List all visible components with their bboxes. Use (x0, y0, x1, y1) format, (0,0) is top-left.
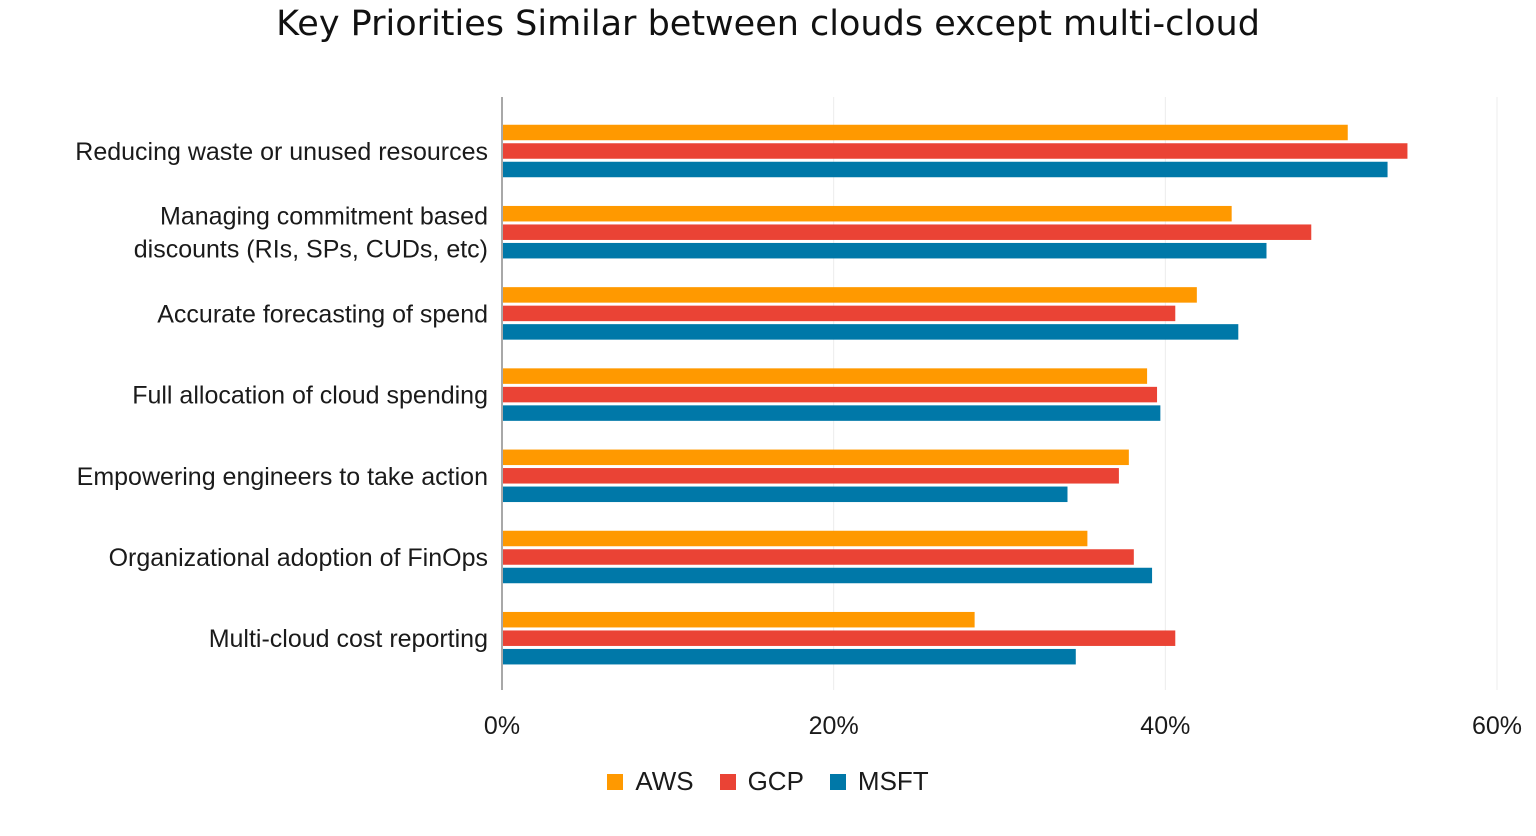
bar-msft (503, 324, 1239, 340)
bar-msft (503, 161, 1388, 178)
legend-label: AWS (635, 766, 694, 796)
legend-item-msft: MSFT (829, 766, 929, 797)
x-tick-label: 60% (1472, 712, 1522, 740)
bar-aws (503, 611, 975, 628)
bar-gcp (503, 630, 1176, 646)
bars (503, 124, 1408, 665)
legend-label: GCP (747, 766, 804, 796)
legend-swatch (829, 773, 846, 790)
bar-aws (503, 368, 1148, 384)
bar-msft (503, 405, 1161, 421)
x-tick-label: 40% (1140, 712, 1190, 740)
category-label: Reducing waste or unused resources (75, 138, 488, 166)
category-labels: Reducing waste or unused resources Managi… (75, 138, 488, 653)
bar-aws (503, 205, 1232, 222)
chart-title: Key Priorities Similar between clouds ex… (276, 4, 1260, 44)
category-label: Multi-cloud cost reporting (209, 625, 488, 653)
bar-msft (503, 648, 1076, 665)
bar-aws (503, 287, 1197, 303)
bar-gcp (503, 386, 1158, 403)
category-label: Organizational adoption of FinOps (109, 544, 488, 572)
x-tick-labels: 0% 20% 40% 60% (484, 712, 1522, 740)
bar-aws (503, 530, 1088, 547)
category-label: Accurate forecasting of spend (157, 300, 488, 328)
category-label: Managing commitment based discounts (RIs,… (134, 203, 488, 264)
bar-gcp (503, 224, 1312, 240)
legend-swatch (719, 773, 736, 790)
legend-swatch (607, 773, 624, 790)
bar-gcp (503, 143, 1408, 159)
category-label: Full allocation of cloud spending (132, 382, 488, 410)
bar-aws (503, 449, 1129, 466)
bar-gcp (503, 305, 1176, 322)
legend: AWS GCP MSFT (0, 766, 1536, 797)
category-label: Empowering engineers to take action (77, 463, 488, 491)
legend-item-aws: AWS (607, 766, 694, 797)
x-tick-label: 20% (809, 712, 859, 740)
legend-label: MSFT (857, 766, 929, 796)
bar-gcp (503, 549, 1134, 565)
bar-msft (503, 242, 1267, 259)
bar-msft (503, 567, 1153, 584)
x-tick-label: 0% (484, 712, 520, 740)
legend-item-gcp: GCP (719, 766, 804, 797)
bar-msft (503, 486, 1068, 503)
bar-aws (503, 124, 1348, 141)
bar-gcp (503, 468, 1119, 484)
